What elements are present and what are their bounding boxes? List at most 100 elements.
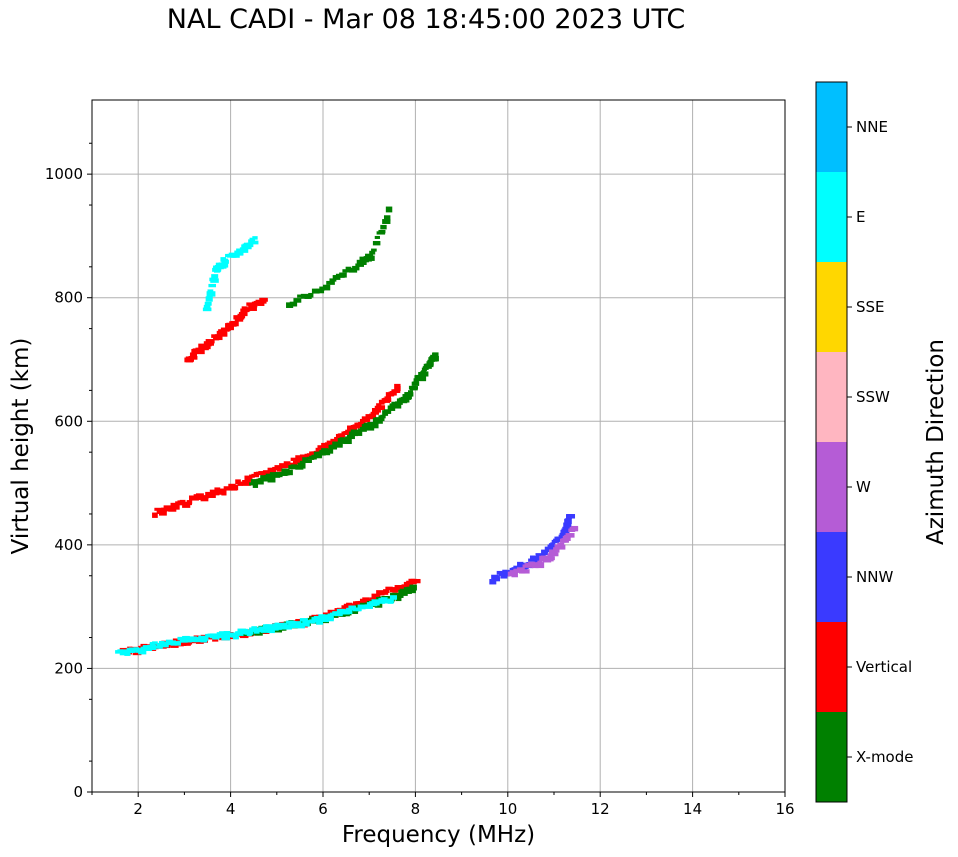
y-tick-label: 400	[54, 536, 83, 554]
data-point-x-mode	[326, 280, 335, 285]
data-point-x-mode	[267, 476, 276, 483]
data-point-vertical	[200, 495, 209, 502]
data-point-x-mode	[380, 414, 386, 419]
data-point-x-mode	[304, 294, 312, 299]
data-point-x-mode	[395, 595, 402, 602]
data-point-x-mode	[345, 266, 352, 273]
data-point-vertical	[383, 397, 392, 402]
data-point-nnw	[502, 569, 508, 573]
data-point-vertical	[198, 343, 205, 349]
data-point-vertical	[231, 321, 239, 325]
x-tick-label: 4	[226, 800, 236, 818]
data-point-e	[205, 296, 213, 302]
data-point-nnw	[500, 572, 508, 579]
data-point-vertical	[209, 489, 218, 494]
data-point-x-mode	[383, 215, 391, 222]
data-point-w	[553, 547, 560, 553]
data-point-e	[124, 651, 131, 656]
data-point-vertical	[189, 352, 198, 359]
data-point-vertical	[258, 471, 264, 475]
data-point-vertical	[370, 411, 377, 418]
x-tick-label: 8	[411, 800, 421, 818]
data-point-vertical	[358, 421, 366, 428]
data-point-x-mode	[304, 459, 312, 463]
data-point-vertical	[216, 490, 226, 495]
data-point-x-mode	[329, 278, 337, 282]
data-point-e	[152, 641, 158, 645]
data-point-x-mode	[387, 405, 396, 411]
data-point-x-mode	[339, 272, 347, 278]
data-point-vertical	[214, 487, 221, 492]
data-point-x-mode	[408, 589, 416, 594]
data-point-x-mode	[279, 471, 288, 476]
data-point-vertical	[265, 470, 272, 477]
data-point-e	[246, 631, 252, 637]
data-point-e	[221, 634, 231, 641]
chart-title: NAL CADI - Mar 08 18:45:00 2023 UTC	[166, 4, 686, 35]
data-point-nnw	[565, 518, 572, 523]
data-point-vertical	[363, 417, 371, 422]
data-point-vertical	[341, 605, 351, 610]
data-point-e	[369, 601, 378, 607]
data-point-vertical	[327, 609, 336, 614]
data-point-x-mode	[420, 370, 427, 375]
data-point-e	[203, 304, 211, 311]
data-point-e	[260, 629, 269, 633]
data-point-e	[216, 632, 224, 639]
colorbar-segment	[816, 352, 847, 442]
data-point-x-mode	[431, 355, 439, 362]
x-tick-label: 16	[775, 800, 794, 818]
data-point-e	[177, 636, 185, 641]
y-tick-label: 1000	[45, 165, 83, 183]
data-point-vertical	[359, 598, 366, 604]
data-point-x-mode	[308, 292, 314, 298]
data-point-vertical	[221, 489, 227, 496]
data-point-vertical	[297, 458, 305, 463]
data-point-e	[219, 262, 229, 268]
data-point-x-mode	[385, 206, 393, 213]
data-point-e	[249, 237, 256, 243]
data-point-w	[507, 571, 515, 577]
colorbar-segment	[816, 532, 847, 622]
data-point-vertical	[261, 297, 267, 304]
data-point-e	[138, 648, 147, 655]
data-point-vertical	[244, 307, 251, 312]
y-tick-label: 200	[54, 659, 83, 677]
data-point-vertical	[281, 463, 291, 468]
data-point-e	[389, 595, 397, 600]
y-tick-label: 600	[54, 412, 83, 430]
data-point-vertical	[201, 344, 211, 350]
data-point-x-mode	[335, 442, 343, 448]
data-point-x-mode	[371, 248, 377, 252]
data-point-e	[274, 622, 281, 628]
data-point-e	[355, 607, 362, 612]
data-point-w	[566, 533, 572, 537]
data-point-x-mode	[413, 378, 419, 384]
data-point-e	[175, 641, 182, 646]
data-point-vertical	[246, 302, 254, 306]
data-point-vertical	[196, 348, 205, 355]
colorbar-label: SSW	[856, 388, 890, 406]
data-point-nnw	[562, 526, 569, 532]
data-point-x-mode	[393, 403, 402, 409]
data-point-x-mode	[352, 265, 360, 271]
data-point-w	[520, 569, 530, 574]
colorbar-frame	[815, 81, 848, 803]
data-point-w	[547, 553, 553, 557]
data-point-vertical	[345, 429, 353, 434]
data-point-vertical	[395, 385, 401, 392]
data-point-x-mode	[326, 449, 334, 454]
data-point-x-mode	[410, 386, 418, 390]
data-point-nnw	[528, 558, 535, 562]
colorbar-label: NNE	[856, 118, 888, 136]
data-point-e	[204, 301, 212, 306]
x-tick-label: 6	[318, 800, 328, 818]
data-point-e	[313, 615, 322, 622]
data-point-vertical	[373, 409, 379, 415]
data-point-x-mode	[249, 482, 255, 486]
colorbar-label: X-mode	[856, 748, 913, 766]
data-point-vertical	[214, 334, 223, 341]
data-point-e	[250, 240, 259, 245]
data-point-e	[327, 613, 334, 619]
data-point-e	[320, 614, 330, 620]
